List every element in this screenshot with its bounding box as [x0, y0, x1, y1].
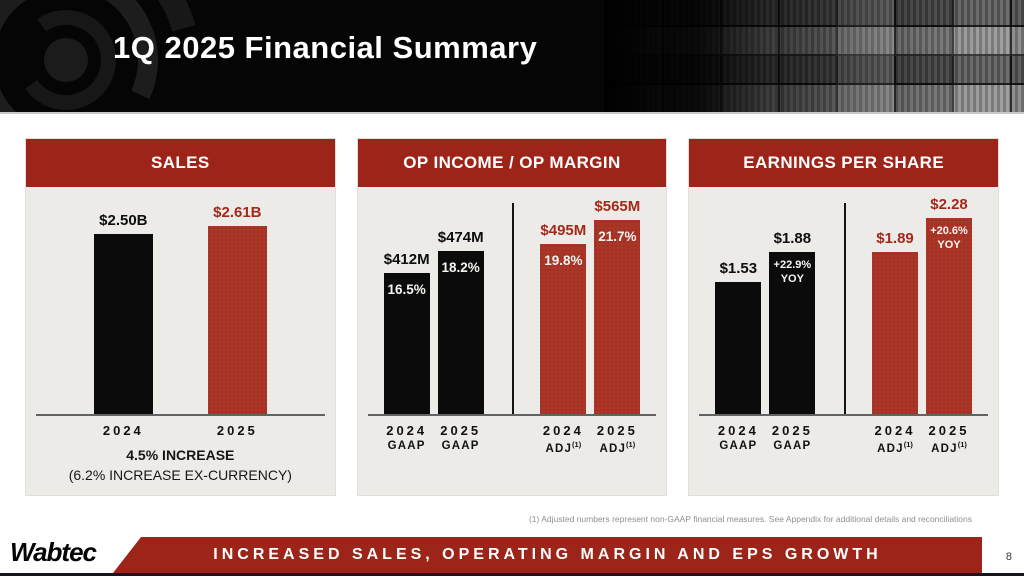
wabtec-circular-logo-watermark-icon	[0, 0, 250, 112]
bar-value-label: $565M	[594, 198, 641, 215]
eps-panel-title: EARNINGS PER SHARE	[689, 139, 999, 187]
op-income-panel: OP INCOME / OP MARGIN $412M 16.5% 2024 GAAP…	[356, 138, 668, 496]
sales-note-line2: (6.2% INCREASE EX-CURRENCY)	[68, 467, 292, 483]
key-message-text: INCREASED SALES, OPERATING MARGIN AND EP…	[213, 546, 882, 563]
bar-value-label: $495M	[540, 222, 587, 239]
sales-panel-title: SALES	[26, 139, 335, 187]
eps-panel: EARNINGS PER SHARE $1.53 2024 GAAP $1.88 +22…	[688, 138, 1000, 496]
bar-value-label: $1.53	[719, 260, 758, 277]
bar-inner-label: +22.9% YOY	[773, 259, 812, 286]
adj-bar-pair: $1.89 2024 ADJ(1) $2.28 +20.6% YOY 2025 ADJ(1)	[872, 196, 973, 455]
bar-value-label: $412M	[383, 251, 430, 268]
bar-2024-adj: $495M 19.8% 2024 ADJ(1)	[540, 222, 587, 455]
bar-2024-gaap: $412M 16.5% 2024 GAAP	[383, 251, 430, 452]
bar-category-label: 2024 GAAP	[386, 423, 428, 452]
bar-2024-gaap: $1.53 2024 GAAP	[715, 260, 762, 452]
bar-value-label: $474M	[437, 229, 484, 246]
non-gaap-footnote: (1) Adjusted numbers represent non-GAAP …	[528, 514, 972, 524]
bar-inner-label: 19.8%	[544, 253, 583, 268]
header-band: 1Q 2025 Financial Summary	[0, 0, 1024, 114]
bar-value-label: $1.89	[876, 230, 914, 247]
gaap-bar-pair: $1.53 2024 GAAP $1.88 +22.9% YOY 2025 GAAP	[715, 230, 816, 452]
bar-inner-label: 16.5%	[387, 282, 426, 297]
bottom-edge-strip	[0, 573, 1024, 576]
sales-note-line1: 4.5% INCREASE	[126, 447, 235, 463]
bar-2025-adj: $2.28 +20.6% YOY 2025 ADJ(1)	[926, 196, 973, 455]
slide-title: 1Q 2025 Financial Summary	[113, 30, 538, 65]
op-income-panel-title: OP INCOME / OP MARGIN	[357, 139, 667, 187]
bar-category-label: 2025 ADJ(1)	[596, 423, 638, 455]
sales-panel: SALES $2.50B 2024 $2.61B 2025 4.5% INCREASE…	[25, 138, 336, 496]
bar-category-label: 2025 GAAP	[440, 423, 482, 452]
bar-category-label: 2024	[102, 423, 144, 438]
bar-category-label: 2024 ADJ(1)	[542, 423, 584, 455]
bar-value-label: $2.28	[930, 196, 968, 213]
bar-2024-adj: $1.89 2024 ADJ(1)	[872, 230, 919, 455]
eps-chart: $1.53 2024 GAAP $1.88 +22.9% YOY 2025 GAAP $1.8…	[699, 187, 989, 455]
bar-2024: $2.50B 2024	[93, 212, 153, 438]
bar-category-label: 2025 GAAP	[771, 423, 813, 452]
op-income-chart: $412M 16.5% 2024 GAAP $474M 18.2% 2025 GAAP $495…	[367, 187, 657, 455]
sales-chart: $2.50B 2024 $2.61B 2025	[36, 187, 325, 438]
bar-inner-label: 21.7%	[598, 229, 637, 244]
bar-value-label: $1.88	[773, 230, 812, 247]
bar-2025: $2.61B 2025	[207, 204, 267, 438]
bar-category-label: 2025 ADJ(1)	[928, 423, 970, 455]
bar-category-label: 2024 ADJ(1)	[874, 423, 916, 455]
bar-inner-label: 18.2%	[441, 260, 480, 275]
bar-2025-adj: $565M 21.7% 2025 ADJ(1)	[594, 198, 641, 455]
bar-value-label: $2.61B	[213, 204, 262, 221]
bar-category-label: 2025	[216, 423, 258, 438]
gaap-adj-divider	[843, 203, 846, 414]
wabtec-logo: Wabtec	[10, 537, 97, 567]
adj-bar-pair: $495M 19.8% 2024 ADJ(1) $565M 21.7% 2025 ADJ(1)	[540, 198, 641, 455]
bar-2025-gaap: $1.88 +22.9% YOY 2025 GAAP	[769, 230, 816, 452]
bar-category-label: 2024 GAAP	[717, 423, 759, 452]
page-number: 8	[1005, 551, 1012, 563]
gaap-bar-pair: $412M 16.5% 2024 GAAP $474M 18.2% 2025 GAAP	[383, 229, 484, 452]
bar-value-label: $2.50B	[99, 212, 148, 229]
bar-inner-label: +20.6% YOY	[930, 225, 968, 252]
panels-row: SALES $2.50B 2024 $2.61B 2025 4.5% INCREASE…	[25, 138, 1000, 496]
gaap-adj-divider	[512, 203, 514, 414]
key-message-banner: INCREASED SALES, OPERATING MARGIN AND EP…	[113, 537, 982, 573]
bar-2025-gaap: $474M 18.2% 2025 GAAP	[437, 229, 484, 452]
sales-note: 4.5% INCREASE (6.2% INCREASE EX-CURRENCY…	[26, 447, 335, 483]
shipping-containers-photo	[604, 0, 1024, 112]
